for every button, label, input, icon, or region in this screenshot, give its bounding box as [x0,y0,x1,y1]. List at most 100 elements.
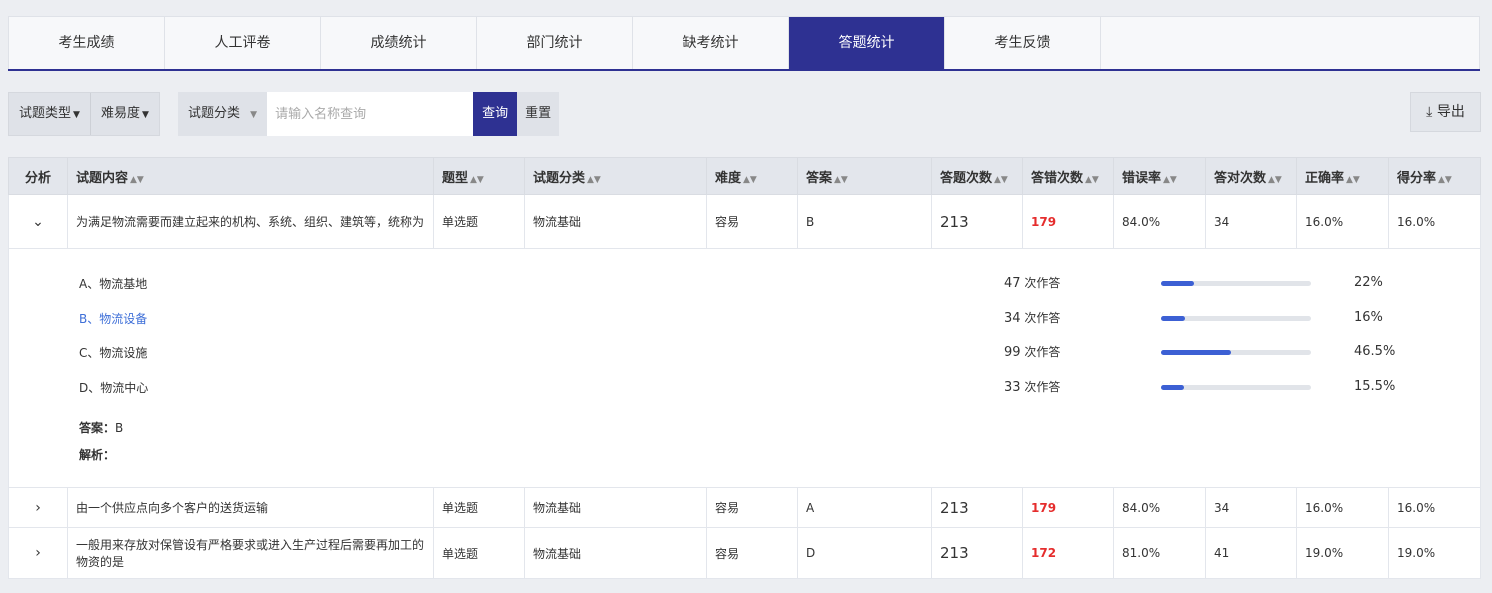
sort-icon: ▲▼ [1085,174,1099,185]
cell-difficulty: 容易 [706,527,798,579]
sort-icon: ▲▼ [1163,174,1177,185]
expand-toggle[interactable]: ⌄ [8,194,68,249]
cell-wrong: 179 [1022,487,1114,528]
option-count: 33 次作答 [1004,379,1061,395]
search-group: 试题分类 ▼ 查询 重置 [178,92,560,136]
option-progress-fill [1161,281,1194,286]
table-row: › 由一个供应点向多个客户的送货运输 单选题 物流基础 容易 A 213 179 84.0% 34… [8,487,1481,528]
col-correct-rate[interactable]: 正确率 ▲▼ [1296,157,1389,195]
cell-attempts: 213 [931,487,1023,528]
cell-content: 一般用来存放对保管设有严格要求或进入生产过程后需要再加工的物资的是 [67,527,434,579]
category-dropdown[interactable]: 试题分类 ▼ [178,93,267,135]
sort-icon: ▲▼ [743,174,757,185]
question-detail: A、物流基地 47 次作答 22% B、物流设备 34 次作答 16% C、物流设施 99 次… [9,249,1480,487]
option-count: 47 次作答 [1004,276,1061,291]
tab-department-stats[interactable]: 部门统计 [477,17,633,70]
option-label: D、物流中心 [79,380,149,395]
option-label: A、物流基地 [79,277,148,291]
cell-category: 物流基础 [524,194,707,249]
cell-right: 34 [1205,487,1297,528]
option-progress-fill [1161,350,1231,355]
download-icon: ⤓ [1426,104,1433,120]
col-analysis: 分析 [8,157,68,195]
cell-type: 单选题 [433,194,525,249]
option-percent: 16% [1354,309,1383,325]
col-difficulty[interactable]: 难度 ▲▼ [706,157,798,195]
sort-icon: ▲▼ [1268,174,1282,185]
chevron-right-icon: › [35,545,41,561]
difficulty-dropdown[interactable]: 难易度 ▼ [91,93,159,135]
table-header: 分析 试题内容 ▲▼ 题型 ▲▼ 试题分类 ▲▼ 难度 ▲▼ 答案 ▲▼ 答题次数 ▲▼ 答… [8,157,1481,195]
table-row: › 一般用来存放对保管设有严格要求或进入生产过程后需要再加工的物资的是 单选题 物流基… [8,527,1481,579]
option-progress-bar [1161,384,1311,390]
col-content[interactable]: 试题内容 ▲▼ [67,157,434,195]
col-score-rate[interactable]: 得分率 ▲▼ [1388,157,1481,195]
tab-bar: 考生成绩 人工评卷 成绩统计 部门统计 缺考统计 答题统计 考生反馈 [8,16,1480,70]
tab-manual-grading[interactable]: 人工评卷 [165,17,321,70]
cell-attempts: 213 [931,527,1023,579]
category-label: 试题分类 [188,106,241,121]
search-input[interactable] [267,92,474,136]
option-percent: 22% [1354,275,1383,290]
cell-wrong: 172 [1022,527,1114,579]
expand-toggle[interactable]: › [8,527,68,579]
sort-icon: ▲▼ [587,174,601,185]
cell-type: 单选题 [433,487,525,528]
cell-correct-rate: 16.0% [1296,194,1389,249]
col-attempts[interactable]: 答题次数 ▲▼ [931,157,1023,195]
reset-button[interactable]: 重置 [517,92,560,136]
cell-category: 物流基础 [524,487,707,528]
tab-exam-scores[interactable]: 考生成绩 [9,17,165,70]
col-error-rate[interactable]: 错误率 ▲▼ [1113,157,1206,195]
cell-difficulty: 容易 [706,194,798,249]
export-label: 导出 [1436,104,1465,120]
answer-line: 答案：B [79,421,124,435]
sort-icon: ▲▼ [1438,174,1452,185]
cell-correct-rate: 19.0% [1296,527,1389,579]
tab-feedback[interactable]: 考生反馈 [945,17,1101,70]
tab-score-stats[interactable]: 成绩统计 [321,17,477,70]
question-type-label: 试题类型 [19,106,72,121]
caret-down-icon: ▼ [250,110,258,120]
question-type-dropdown[interactable]: 试题类型 ▼ [9,93,91,135]
tab-absence-stats[interactable]: 缺考统计 [633,17,789,70]
filter-group: 试题类型 ▼ 难易度 ▼ [8,92,160,136]
difficulty-label: 难易度 [100,106,140,121]
option-progress-fill [1161,384,1185,390]
export-button[interactable]: ⤓ 导出 [1410,92,1481,132]
cell-error-rate: 84.0% [1113,194,1206,249]
cell-answer: B [797,194,932,249]
option-count: 99 次作答 [1004,345,1061,360]
sort-icon: ▲▼ [834,174,848,185]
col-wrong[interactable]: 答错次数 ▲▼ [1022,157,1114,195]
tab-answer-stats[interactable]: 答题统计 [789,17,945,70]
col-right[interactable]: 答对次数 ▲▼ [1205,157,1297,195]
cell-attempts: 213 [931,194,1023,249]
question-detail-row: A、物流基地 47 次作答 22% B、物流设备 34 次作答 16% C、物流设施 99 次… [8,248,1481,488]
cell-content: 由一个供应点向多个客户的送货运输 [67,487,434,528]
table-row: ⌄ 为满足物流需要而建立起来的机构、系统、组织、建筑等，统称为 单选题 物流基础 容易 B… [8,194,1481,249]
tab-underline [8,69,1480,71]
cell-answer: A [797,487,932,528]
cell-content: 为满足物流需要而建立起来的机构、系统、组织、建筑等，统称为 [67,194,434,249]
option-percent: 15.5% [1354,378,1396,394]
col-category[interactable]: 试题分类 ▲▼ [524,157,707,195]
cell-right: 34 [1205,194,1297,249]
cell-error-rate: 84.0% [1113,487,1206,528]
cell-score-rate: 16.0% [1388,194,1481,249]
query-button[interactable]: 查询 [473,92,518,136]
cell-score-rate: 19.0% [1388,527,1481,579]
option-progress-bar [1161,315,1311,321]
caret-down-icon: ▼ [73,110,80,120]
cell-right: 41 [1205,527,1297,579]
cell-correct-rate: 16.0% [1296,487,1389,528]
caret-down-icon: ▼ [141,110,149,120]
option-count: 34 次作答 [1004,310,1061,326]
cell-score-rate: 16.0% [1388,487,1481,528]
option-percent: 46.5% [1354,344,1396,359]
option-progress-fill [1161,315,1185,321]
expand-toggle[interactable]: › [8,487,68,528]
col-type[interactable]: 题型 ▲▼ [433,157,525,195]
col-answer[interactable]: 答案 ▲▼ [797,157,932,195]
cell-type: 单选题 [433,527,525,579]
